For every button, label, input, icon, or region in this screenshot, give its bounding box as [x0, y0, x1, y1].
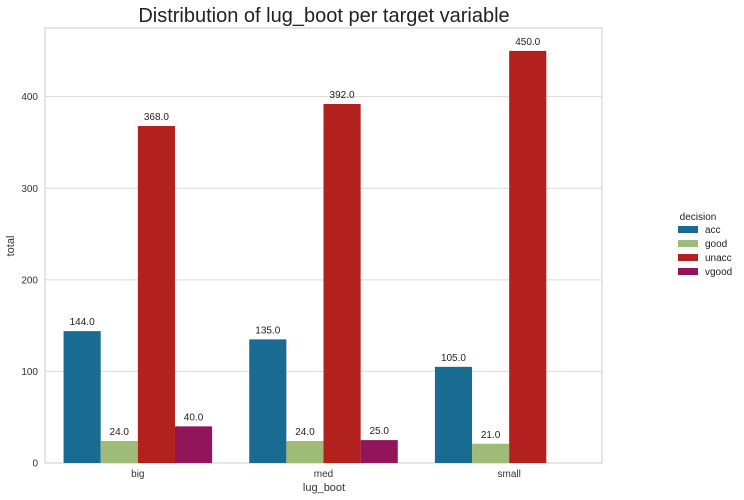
- legend: decision acc good unacc vgood: [678, 212, 732, 278]
- chart-title: Distribution of lug_boot per target vari…: [138, 5, 509, 27]
- data-label: 24.0: [110, 427, 130, 438]
- data-label: 40.0: [184, 412, 204, 423]
- data-label: 24.0: [295, 427, 315, 438]
- bar-good: [286, 441, 324, 463]
- data-label: 450.0: [515, 37, 540, 48]
- legend-label: unacc: [705, 253, 732, 264]
- data-label: 25.0: [369, 426, 389, 437]
- y-tick-label: 0: [32, 459, 38, 470]
- y-tick-label: 300: [21, 184, 38, 195]
- bar-unacc: [137, 125, 175, 463]
- bar-vgood: [360, 440, 398, 463]
- data-label: 105.0: [441, 353, 466, 364]
- legend-swatch: [678, 268, 698, 275]
- bar-acc: [63, 331, 101, 463]
- x-tick-label: med: [314, 469, 333, 480]
- legend-label: good: [705, 239, 727, 250]
- x-tick-label: small: [497, 469, 520, 480]
- data-label: 392.0: [330, 90, 355, 101]
- legend-swatch: [678, 254, 698, 261]
- bar-good: [100, 441, 138, 463]
- y-tick-label: 400: [21, 92, 38, 103]
- y-tick-label: 200: [21, 275, 38, 286]
- plot-area: 0 100 200 300 400 big 144.0 24.0 368.0 40.0 med 135…: [21, 27, 603, 480]
- bar-vgood: [174, 426, 213, 463]
- legend-swatch: [678, 240, 698, 247]
- x-tick-label: big: [131, 469, 144, 480]
- bar-unacc: [323, 104, 361, 463]
- data-label: 21.0: [481, 430, 501, 441]
- bar-acc: [434, 366, 473, 463]
- y-tick-label: 100: [21, 367, 38, 378]
- x-axis-label: lug_boot: [303, 482, 345, 494]
- bar-acc: [249, 339, 287, 463]
- data-label: 144.0: [70, 317, 95, 328]
- legend-swatch: [678, 226, 698, 233]
- bar-unacc: [509, 50, 547, 463]
- y-axis-label: total: [5, 236, 17, 257]
- legend-label: acc: [705, 225, 721, 236]
- legend-title: decision: [680, 212, 717, 223]
- data-label: 368.0: [144, 112, 169, 123]
- data-label: 135.0: [255, 325, 280, 336]
- legend-label: vgood: [705, 267, 732, 278]
- bar-good: [472, 443, 510, 463]
